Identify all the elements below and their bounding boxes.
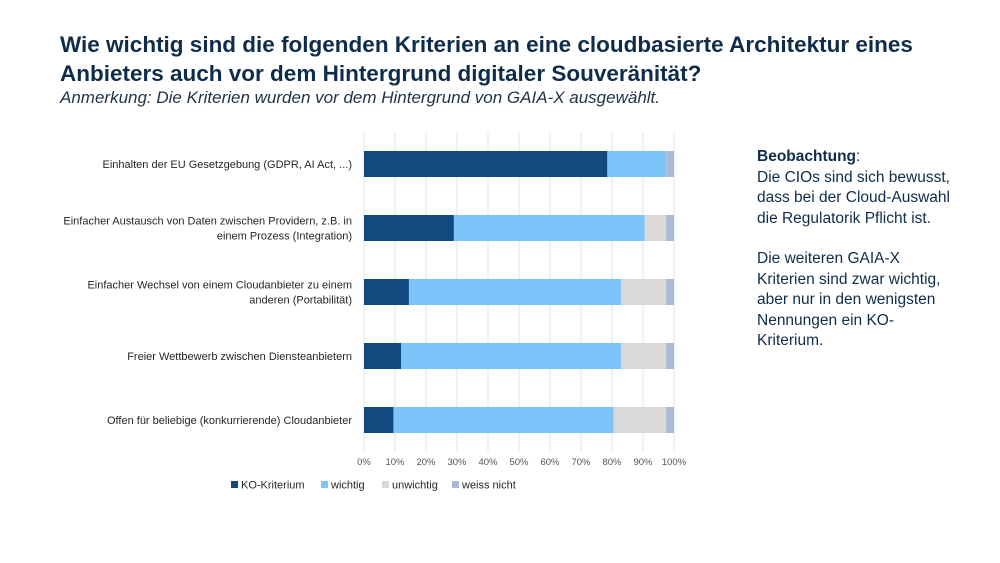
category-label: Freier Wettbewerb zwischen Diensteanbiet… bbox=[127, 351, 352, 363]
observation-text-2: Die weiteren GAIA-X Kriterien sind zwar … bbox=[757, 250, 941, 349]
x-tick-label: 10% bbox=[385, 457, 405, 468]
observation-box: Beobachtung: Die CIOs sind sich bewusst, … bbox=[757, 147, 957, 372]
x-tick-label: 0% bbox=[357, 457, 371, 468]
bar-ko-kriterium bbox=[364, 343, 402, 369]
bar-wichtig bbox=[401, 343, 622, 369]
bar-weiss-nicht bbox=[666, 279, 674, 305]
bar-wichtig bbox=[408, 279, 622, 305]
x-tick-label: 40% bbox=[478, 457, 498, 468]
bar-unwichtig bbox=[644, 215, 667, 241]
x-tick-label: 50% bbox=[509, 457, 529, 468]
category-label: anderen (Portabilität) bbox=[249, 295, 352, 307]
x-tick-label: 60% bbox=[540, 457, 560, 468]
observation-paragraph-1: Beobachtung: Die CIOs sind sich bewusst, … bbox=[757, 147, 957, 229]
bar-weiss-nicht bbox=[666, 343, 674, 369]
bar-ko-kriterium bbox=[364, 407, 394, 433]
chart-subtitle: Anmerkung: Die Kriterien wurden vor dem … bbox=[60, 88, 661, 107]
bar-weiss-nicht bbox=[666, 215, 674, 241]
bar-wichtig bbox=[453, 215, 645, 241]
legend-label: KO-Kriterium bbox=[241, 480, 305, 492]
chart-title: Wie wichtig sind die folgenden Kriterien… bbox=[60, 32, 913, 86]
bar-unwichtig bbox=[621, 343, 667, 369]
x-tick-label: 80% bbox=[602, 457, 622, 468]
category-label: Einfacher Wechsel von einem Cloudanbiete… bbox=[87, 280, 352, 292]
x-tick-label: 70% bbox=[571, 457, 591, 468]
bar-weiss-nicht bbox=[666, 151, 674, 177]
legend-swatch bbox=[321, 481, 328, 488]
x-tick-label: 20% bbox=[416, 457, 436, 468]
observation-paragraph-2: Die weiteren GAIA-X Kriterien sind zwar … bbox=[757, 249, 957, 352]
observation-heading: Beobachtung bbox=[757, 148, 857, 165]
legend-label: weiss nicht bbox=[461, 480, 516, 492]
x-tick-label: 30% bbox=[447, 457, 467, 468]
legend-label: unwichtig bbox=[392, 480, 438, 492]
category-label: Offen für beliebige (konkurrierende) Clo… bbox=[107, 415, 352, 427]
x-tick-label: 100% bbox=[662, 457, 687, 468]
observation-text-1: Die CIOs sind sich bewusst, dass bei der… bbox=[757, 168, 950, 227]
bar-weiss-nicht bbox=[666, 407, 674, 433]
legend-swatch bbox=[382, 481, 389, 488]
bar-wichtig bbox=[607, 151, 667, 177]
legend-label: wichtig bbox=[330, 480, 365, 492]
bar-wichtig bbox=[393, 407, 614, 433]
category-label: einem Prozess (Integration) bbox=[217, 231, 352, 243]
bar-ko-kriterium bbox=[364, 215, 454, 241]
x-tick-label: 90% bbox=[633, 457, 653, 468]
legend-swatch bbox=[452, 481, 459, 488]
category-label: Einhalten der EU Gesetzgebung (GDPR, AI … bbox=[103, 159, 352, 171]
bar-ko-kriterium bbox=[364, 151, 608, 177]
bar-unwichtig bbox=[613, 407, 667, 433]
observation-heading-colon: : bbox=[856, 148, 861, 165]
legend-swatch bbox=[231, 481, 238, 488]
bar-ko-kriterium bbox=[364, 279, 409, 305]
bar-unwichtig bbox=[621, 279, 667, 305]
category-label: Einfacher Austausch von Daten zwischen P… bbox=[63, 216, 352, 228]
